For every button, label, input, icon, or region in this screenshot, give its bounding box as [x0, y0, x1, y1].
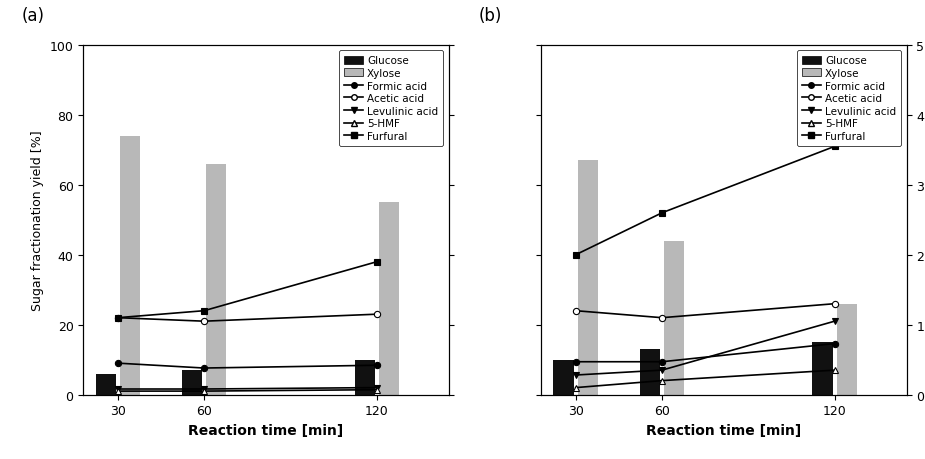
Bar — [553, 360, 574, 395]
X-axis label: Reaction time [min]: Reaction time [min] — [647, 423, 801, 437]
X-axis label: Reaction time [min]: Reaction time [min] — [189, 423, 343, 437]
Y-axis label: Sugar fractionation yield [%]: Sugar fractionation yield [%] — [31, 130, 44, 310]
Bar — [182, 370, 202, 395]
Bar — [120, 137, 140, 395]
Legend: Glucose, Xylose, Formic acid, Acetic acid, Levulinic acid, 5-HMF, Furfural: Glucose, Xylose, Formic acid, Acetic aci… — [339, 51, 443, 147]
Bar — [206, 164, 227, 395]
Bar — [836, 304, 857, 395]
Bar — [812, 342, 832, 395]
Bar — [95, 374, 116, 395]
Bar — [378, 203, 399, 395]
Bar — [354, 360, 375, 395]
Text: (a): (a) — [21, 7, 44, 25]
Legend: Glucose, Xylose, Formic acid, Acetic acid, Levulinic acid, 5-HMF, Furfural: Glucose, Xylose, Formic acid, Acetic aci… — [796, 51, 901, 147]
Bar — [664, 241, 684, 395]
Bar — [640, 349, 660, 395]
Text: (b): (b) — [479, 7, 502, 25]
Bar — [577, 161, 598, 395]
